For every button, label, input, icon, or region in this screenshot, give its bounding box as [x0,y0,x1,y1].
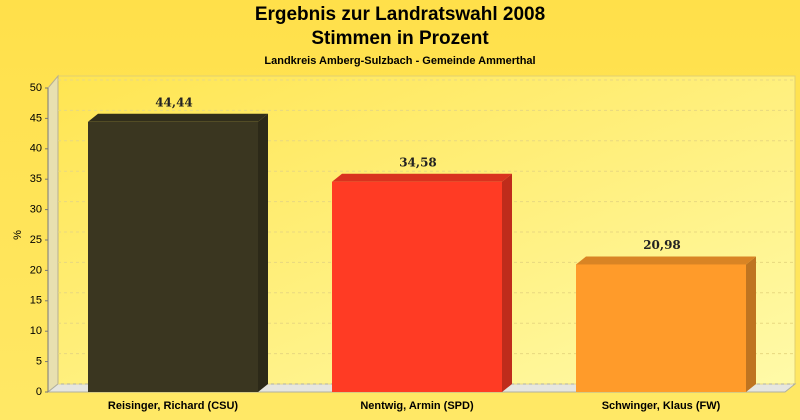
x-tick-label: Schwinger, Klaus (FW) [602,400,721,412]
y-tick-label: 40 [30,143,42,155]
bar-top [332,173,512,182]
bar [88,121,258,392]
y-tick-label: 5 [36,356,42,368]
y-tick-label: 20 [30,264,42,276]
bar-side [258,113,268,392]
value-label: 34,58 [399,155,437,169]
bar [332,181,502,392]
bar-side [502,173,512,392]
y-tick-label: 0 [36,386,42,398]
y-tick-label: 35 [30,173,42,185]
y-tick-label: 15 [30,295,42,307]
x-tick-label: Reisinger, Richard (CSU) [108,400,239,412]
bar-side [746,256,756,392]
bar [576,264,746,392]
y-axis-label: % [12,230,24,240]
bar-top [88,113,268,122]
bar-top [576,256,756,265]
value-label: 20,98 [643,238,681,252]
left-wall [47,74,59,394]
chart-subtitle: Landkreis Amberg-Sulzbach - Gemeinde Amm… [264,55,535,67]
value-label: 44,44 [155,95,193,109]
x-tick-label: Nentwig, Armin (SPD) [360,400,474,412]
chart-title: Ergebnis zur Landratswahl 2008 [255,4,545,25]
chart-title: Stimmen in Prozent [311,28,489,49]
y-tick-label: 25 [30,234,42,246]
y-tick-label: 10 [30,325,42,337]
y-tick-label: 50 [30,82,42,94]
y-tick-label: 45 [30,112,42,124]
y-tick-label: 30 [30,204,42,216]
